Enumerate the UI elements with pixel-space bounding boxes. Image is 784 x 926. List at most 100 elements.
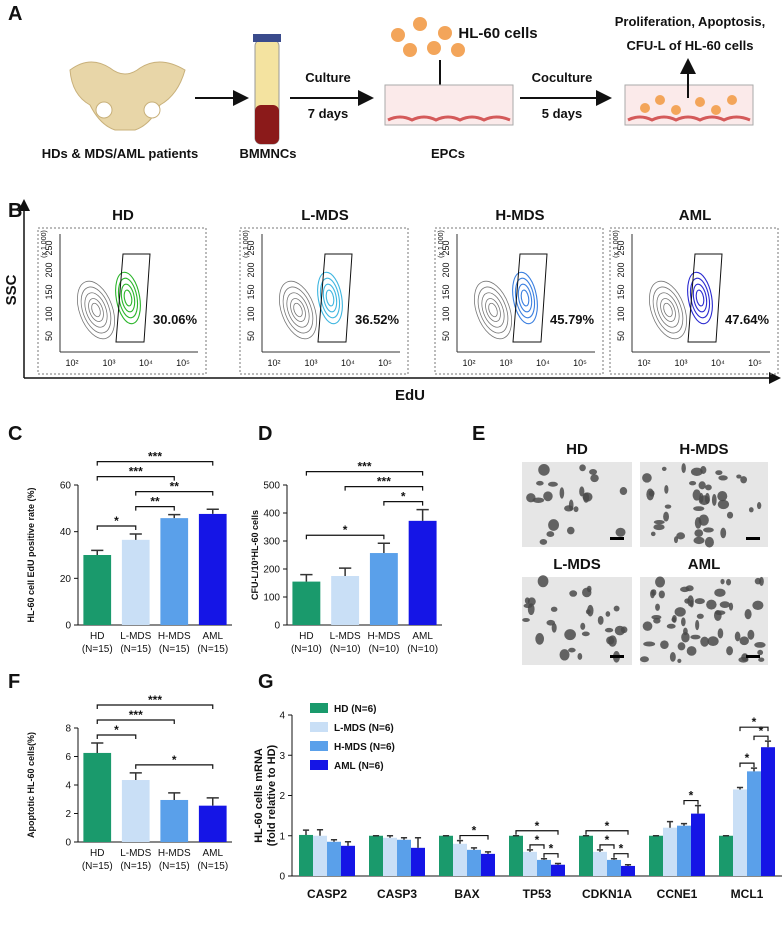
y-tick-label: 50 <box>441 331 451 341</box>
label: HDs & MDS/AML patients <box>42 146 199 161</box>
colony <box>550 606 558 612</box>
legend-swatch <box>310 760 328 770</box>
error-bar <box>736 786 744 790</box>
bar <box>481 853 495 876</box>
y-tick-label: 150 <box>246 284 256 299</box>
panel-b: B SSC EdU <box>3 199 781 404</box>
panel-label: F <box>8 671 20 693</box>
x-tick-label: 10⁴ <box>139 358 153 368</box>
significance-label: *** <box>148 450 162 464</box>
legend-label: AML (N=6) <box>334 761 384 772</box>
y-tick-label: 4 <box>65 781 71 792</box>
label: CFU-L of HL-60 cells <box>627 38 754 53</box>
significance-label: * <box>605 819 610 833</box>
scale-bar <box>746 655 760 658</box>
y-tick-label: 8 <box>65 724 71 735</box>
colony <box>705 484 712 491</box>
colony <box>715 470 723 476</box>
colony <box>663 511 669 522</box>
colony <box>620 626 628 634</box>
y-tick-label: 0 <box>274 621 280 632</box>
plot-frame <box>37 227 207 375</box>
colony <box>677 642 686 651</box>
contour <box>77 280 115 340</box>
axis-title: (fold relative to HD) <box>266 744 278 846</box>
x-tick-label: HD <box>299 631 313 642</box>
y-tick-label: 100 <box>246 306 256 321</box>
x-tick-label: TP53 <box>523 887 552 901</box>
gate <box>512 253 548 343</box>
colony <box>655 603 660 611</box>
panel-label: E <box>472 423 485 445</box>
chart: C HL-60 cell EdU positive rate (%) 0 20 40 60… <box>8 423 232 655</box>
colony <box>677 658 682 663</box>
colony <box>747 629 755 640</box>
contour <box>91 302 101 318</box>
error-bar <box>596 849 604 852</box>
scale-bar <box>746 537 760 540</box>
significance-label: * <box>114 514 119 528</box>
x-tick-sublabel: (N=10) <box>368 644 399 655</box>
error-bar <box>300 573 313 582</box>
y-tick-label: 100 <box>616 306 626 321</box>
charts: CHL-60 cell EdU positive rate (%)0204060… <box>8 423 782 901</box>
flow-plot: AML 10² 10³ 10⁴ 10⁵ 50 100 150 200 250(x 1,000) 47… <box>609 207 779 375</box>
error-bar <box>456 839 464 844</box>
y-tick-label: 2 <box>65 809 71 820</box>
colony <box>577 653 583 660</box>
contour <box>279 280 317 340</box>
colony <box>681 632 690 643</box>
contour <box>660 298 676 322</box>
image-title: H-MDS <box>679 441 728 458</box>
colony <box>590 474 599 483</box>
error-bar <box>206 508 219 514</box>
colony <box>653 524 665 531</box>
significance-label: ** <box>150 495 160 509</box>
bar <box>299 834 313 876</box>
label: 5 days <box>542 106 582 121</box>
significance-label: *** <box>377 475 391 489</box>
x-tick-label: CASP2 <box>307 887 347 901</box>
colony <box>587 604 594 617</box>
y-tick-label: 200 <box>246 262 256 277</box>
contour <box>286 292 310 328</box>
significance-label: * <box>172 753 177 767</box>
colony <box>661 466 667 471</box>
colony <box>690 634 701 640</box>
colony <box>698 514 709 526</box>
colony <box>566 526 575 535</box>
colony <box>579 486 585 497</box>
colony <box>597 615 604 625</box>
y-tick-label: 100 <box>441 306 451 321</box>
significance-label: * <box>619 842 624 856</box>
axis-title: Apoptotic HL-60 cells(%) <box>26 732 36 838</box>
significance-bracket <box>599 844 615 849</box>
panel-label: C <box>8 423 22 445</box>
colony <box>700 636 709 647</box>
bar <box>198 513 227 625</box>
significance-label: * <box>689 789 694 803</box>
error-bar <box>344 841 352 846</box>
contour <box>485 298 501 322</box>
significance-bracket <box>585 830 629 835</box>
significance-bracket <box>739 726 769 732</box>
contour <box>123 289 133 307</box>
colony <box>639 656 649 663</box>
colony <box>704 536 714 548</box>
error-bar <box>414 837 422 848</box>
colony <box>543 491 553 502</box>
significance-bracket <box>96 704 214 709</box>
colony <box>551 622 557 633</box>
significance-label: * <box>472 824 477 838</box>
colony <box>589 468 598 475</box>
x-tick-label: 10² <box>637 358 650 368</box>
colony <box>664 485 669 494</box>
contour <box>282 286 314 334</box>
bar <box>369 553 398 625</box>
legend-swatch <box>310 703 328 713</box>
contour <box>477 286 509 334</box>
colony <box>605 611 611 617</box>
bar <box>453 843 467 876</box>
colony <box>658 590 665 599</box>
colony <box>615 527 626 537</box>
